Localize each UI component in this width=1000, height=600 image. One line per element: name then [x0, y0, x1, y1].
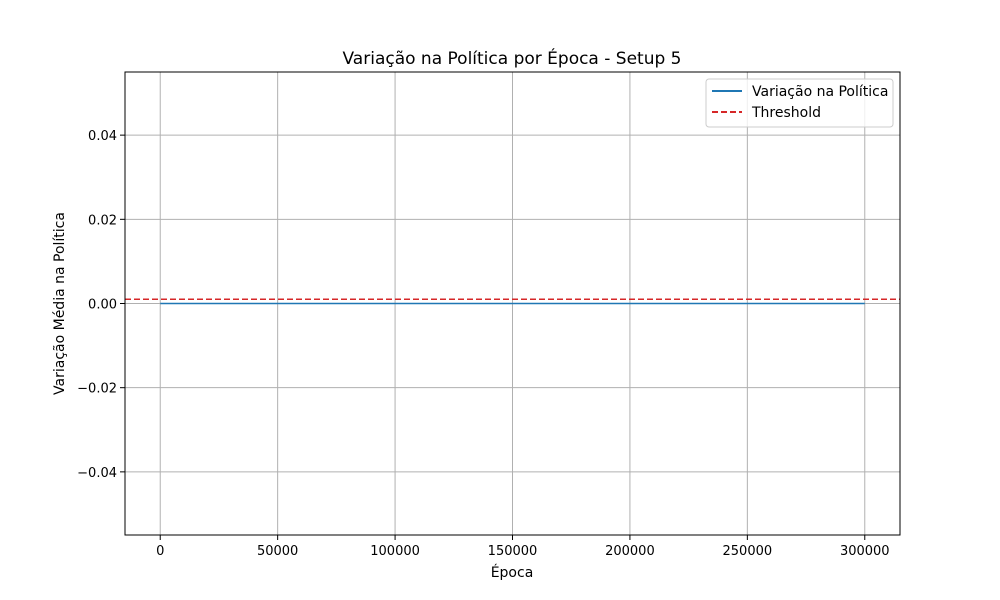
y-tick-label: 0.02: [88, 213, 117, 228]
y-tick-label: −0.04: [77, 466, 117, 481]
x-tick-label: 200000: [605, 544, 655, 559]
legend-label-threshold: Threshold: [751, 105, 821, 121]
y-axis: −0.04 −0.02 0.00 0.02 0.04: [77, 129, 125, 481]
series-layer: [125, 298, 900, 305]
x-tick-label: 250000: [723, 544, 773, 559]
x-axis: 0 50000 100000 150000 200000 250000 300000: [156, 535, 890, 559]
y-tick-label: 0.04: [88, 129, 117, 144]
x-tick-label: 100000: [370, 544, 420, 559]
x-tick-label: 150000: [488, 544, 538, 559]
x-tick-label: 300000: [840, 544, 890, 559]
x-tick-label: 0: [156, 544, 164, 559]
legend: Variação na Política Threshold: [705, 78, 894, 128]
y-tick-label: 0.00: [88, 298, 117, 313]
y-axis-title: Variação Média na Política: [52, 212, 68, 395]
legend-box: [705, 78, 894, 128]
y-tick-label: −0.02: [77, 382, 117, 397]
x-axis-title: Época: [491, 564, 534, 581]
legend-label-policy-variation: Variação na Política: [752, 84, 888, 100]
chart-title: Variação na Política por Época - Setup 5: [343, 47, 682, 69]
x-tick-label: 50000: [257, 544, 298, 559]
